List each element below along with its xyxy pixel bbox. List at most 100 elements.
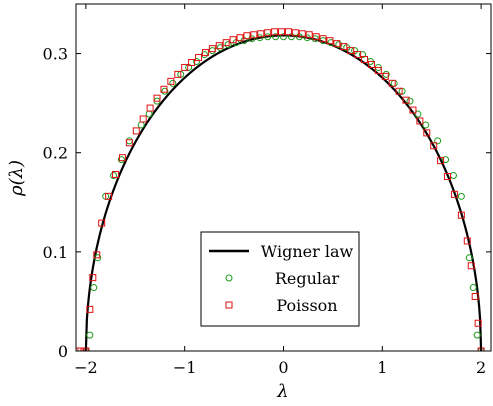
y-tick-label: 0.2	[43, 144, 68, 163]
regular-point	[390, 79, 398, 87]
poisson-point	[457, 211, 465, 219]
poisson-point	[195, 54, 203, 62]
regular-point	[442, 156, 450, 164]
poisson-point	[93, 251, 101, 259]
regular-point	[224, 41, 232, 49]
regular-point	[216, 44, 224, 52]
poisson-point	[333, 40, 341, 48]
regular-point	[469, 284, 477, 292]
poisson-point	[229, 36, 237, 44]
poisson-point	[312, 33, 320, 41]
poisson-point	[181, 63, 189, 71]
regular-point	[145, 110, 153, 118]
regular-point	[434, 137, 442, 145]
regular-point	[193, 58, 201, 66]
regular-point	[406, 97, 414, 105]
x-axis-ticks: −2 −1 0 1 2	[74, 4, 486, 377]
poisson-point	[278, 28, 286, 36]
regular-point	[280, 33, 287, 41]
poisson-point	[374, 66, 382, 74]
poisson-point	[381, 72, 389, 80]
regular-point	[169, 79, 177, 87]
poisson-point	[271, 28, 279, 36]
poisson-point	[367, 60, 375, 68]
poisson-point	[188, 58, 196, 66]
poisson-point	[160, 85, 168, 93]
regular-point	[272, 33, 280, 41]
poisson-point	[326, 37, 334, 45]
poisson-point	[86, 305, 94, 313]
regular-point	[311, 35, 319, 43]
poisson-point	[463, 237, 471, 245]
poisson-point	[153, 94, 161, 102]
poisson-point	[167, 77, 175, 85]
poisson-point	[444, 173, 452, 181]
legend-square-symbol	[225, 301, 233, 309]
y-tick-label: 0.1	[43, 243, 68, 262]
poisson-point	[208, 45, 216, 53]
poisson-point	[243, 32, 251, 40]
poisson-point	[105, 192, 113, 200]
legend-label: Poisson	[276, 296, 337, 315]
poisson-point	[430, 142, 438, 150]
regular-point	[90, 284, 98, 292]
regular-point	[335, 41, 343, 49]
regular-point	[125, 137, 133, 145]
poisson-point	[305, 31, 313, 39]
regular-point	[264, 33, 272, 41]
plot-content	[76, 28, 485, 351]
y-axis-ticks: 0 0.1 0.2 0.3	[43, 45, 491, 361]
poisson-point	[361, 56, 369, 64]
regular-point	[382, 70, 390, 78]
regular-point	[110, 172, 118, 180]
poisson-point	[222, 39, 230, 47]
regular-point	[117, 156, 125, 164]
y-tick-label: 0	[58, 342, 68, 361]
poisson-point	[340, 43, 348, 51]
poisson-point	[395, 87, 403, 95]
regular-point	[208, 47, 216, 55]
regular-point	[449, 172, 457, 180]
regular-point	[473, 331, 481, 339]
x-axis-label: λ	[276, 381, 288, 402]
poisson-point	[471, 292, 479, 300]
poisson-point	[467, 262, 475, 270]
poisson-point	[257, 30, 265, 38]
y-axis-label: ρ(λ)	[6, 160, 27, 197]
legend-circle-symbol	[225, 274, 233, 282]
poisson-point	[354, 51, 362, 59]
regular-point	[86, 331, 94, 339]
poisson-point	[291, 29, 299, 37]
poisson-point	[146, 104, 154, 112]
poisson-point	[264, 29, 272, 37]
regular-point	[161, 87, 169, 95]
poisson-point	[402, 96, 410, 104]
poisson-point	[132, 127, 140, 135]
poisson-point	[388, 79, 396, 87]
poisson-point	[139, 115, 147, 123]
poisson-point	[174, 70, 182, 78]
poisson-point	[298, 30, 306, 38]
legend-label: Wigner law	[261, 242, 354, 261]
regular-point	[137, 121, 145, 129]
poisson-point	[284, 28, 292, 36]
regular-point	[457, 192, 465, 200]
legend-box	[200, 231, 360, 327]
regular-point	[359, 51, 367, 59]
poisson-point	[201, 49, 209, 57]
regular-point	[422, 121, 430, 129]
legend: Wigner law Regular Poisson	[200, 231, 360, 327]
poisson-point	[236, 34, 244, 42]
x-tick-label: −1	[173, 358, 197, 377]
poisson-point	[474, 319, 482, 327]
poisson-point	[450, 190, 458, 198]
poisson-point	[437, 157, 445, 165]
poisson-point	[89, 274, 97, 282]
poisson-point	[112, 171, 120, 179]
poisson-point	[347, 47, 355, 55]
x-tick-label: 2	[476, 358, 486, 377]
regular-point	[465, 254, 473, 262]
y-tick-label: 0.3	[43, 45, 68, 64]
poisson-point	[416, 117, 424, 125]
